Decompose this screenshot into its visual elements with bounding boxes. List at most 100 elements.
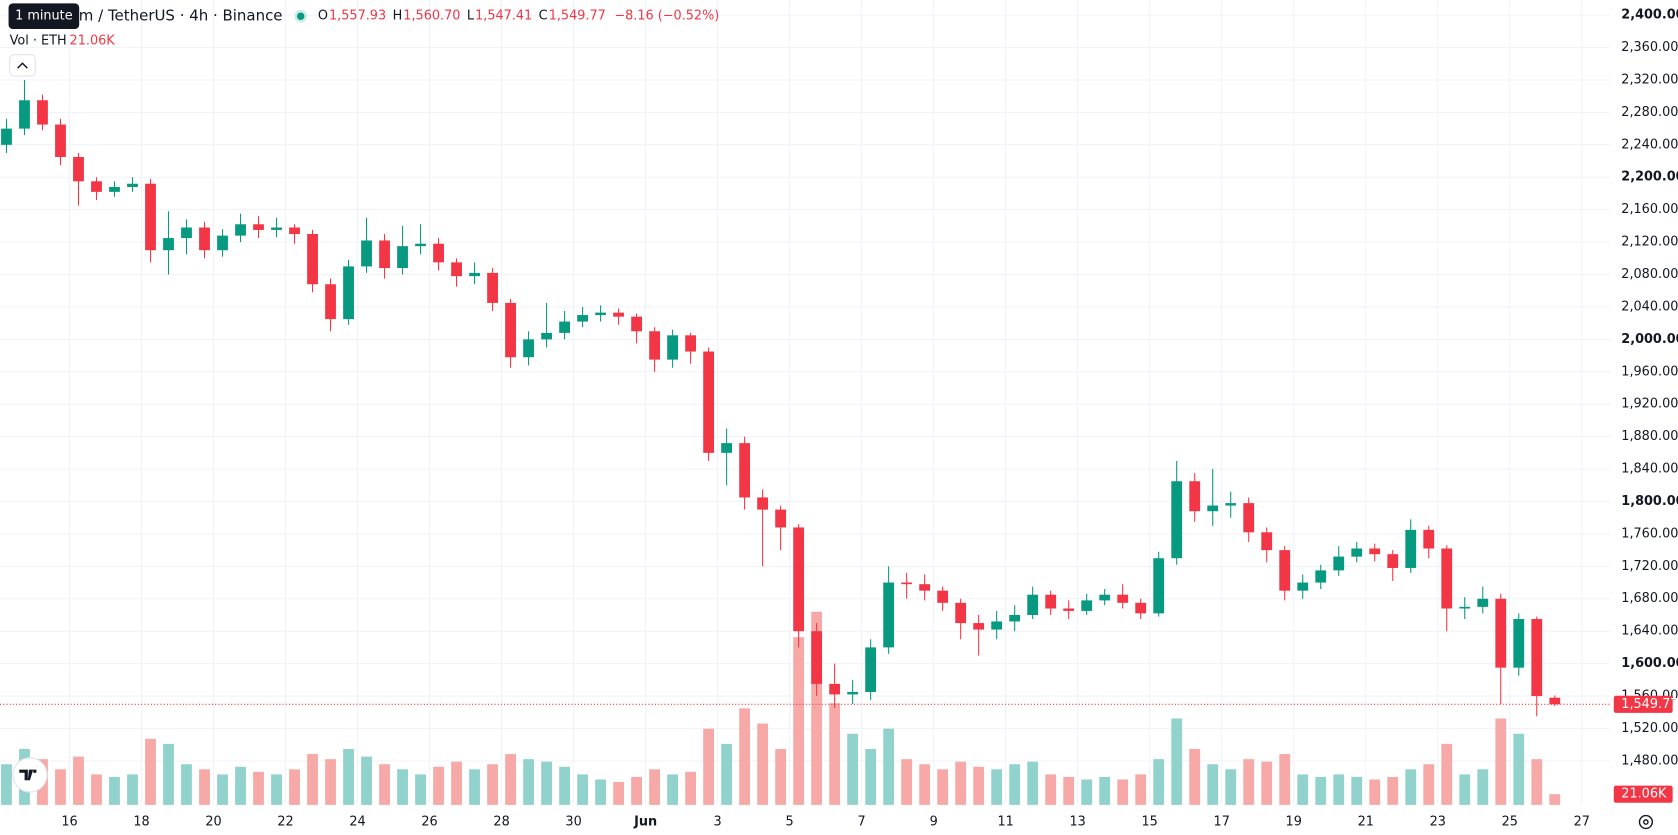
volume-bar	[883, 728, 895, 805]
candle-body	[847, 691, 859, 695]
legend-key: C	[539, 9, 548, 24]
volume-bar	[1207, 764, 1219, 805]
legend-change: −8.16 (−0.52%)	[614, 9, 719, 24]
x-tick-label: 17	[1214, 815, 1230, 830]
x-tick-label: 15	[1142, 815, 1158, 830]
y-tick-label: 1,920.00	[1621, 397, 1678, 412]
legend-key: L	[467, 9, 475, 24]
volume-bar	[253, 771, 264, 805]
volume-bar	[1279, 754, 1291, 805]
volume-bar	[1189, 748, 1201, 805]
volume-bar	[361, 756, 372, 805]
volume-bar	[217, 774, 228, 805]
volume-bar	[73, 756, 84, 805]
volume-bar	[595, 779, 606, 805]
y-tick-label: 2,120.00	[1621, 235, 1678, 250]
x-tick-label: 7	[858, 815, 866, 830]
x-tick-label: 19	[1286, 815, 1302, 830]
volume-bar	[1099, 776, 1111, 805]
candle-body	[145, 183, 156, 251]
candle-body	[901, 582, 913, 585]
volume-bar	[1135, 774, 1147, 805]
volume-value: 21.06K	[70, 33, 116, 48]
y-tick-label: 1,600.00	[1621, 656, 1678, 671]
settings-icon[interactable]	[1638, 814, 1654, 830]
candle-body	[379, 240, 390, 269]
volume-bar	[487, 764, 498, 805]
volume-bar	[667, 774, 679, 805]
y-tick-label: 2,360.00	[1621, 40, 1678, 55]
candle-body	[415, 243, 426, 247]
candle-body	[1495, 598, 1507, 668]
candle-body	[703, 351, 715, 453]
volume-bar	[1315, 776, 1327, 805]
y-tick-label: 2,000.00	[1621, 332, 1678, 347]
candle-body	[307, 233, 318, 285]
tooltip-bg	[8, 3, 80, 30]
volume-bar	[775, 748, 787, 805]
candle-body	[1009, 614, 1021, 622]
volume-bar	[1333, 774, 1345, 805]
volume-bar	[1405, 769, 1417, 805]
candle-body	[667, 335, 679, 360]
candle-body	[127, 183, 138, 187]
candle-body	[1063, 608, 1075, 611]
volume-bar	[1441, 743, 1453, 805]
candle-body	[1405, 529, 1417, 568]
volume-bar	[343, 748, 354, 805]
candle-body	[289, 227, 300, 234]
volume-bar	[721, 743, 733, 805]
x-tick-label: Jun	[633, 815, 657, 830]
volume-bar	[1351, 776, 1363, 805]
candle-body	[595, 312, 606, 316]
y-tick-label: 1,880.00	[1621, 429, 1678, 444]
volume-bar	[235, 766, 246, 805]
collapse-button[interactable]	[9, 54, 36, 77]
candle-body	[361, 240, 372, 267]
y-tick-label: 2,040.00	[1621, 299, 1678, 314]
candle-body	[793, 527, 805, 632]
logo-mark	[19, 769, 37, 781]
volume-bar	[163, 743, 174, 805]
volume-bar	[397, 769, 408, 805]
volume-bar	[613, 782, 624, 805]
x-tick-label: 23	[1430, 815, 1446, 830]
candle-body	[757, 497, 769, 510]
candle-body	[811, 631, 823, 684]
volume-bar	[1387, 776, 1399, 805]
volume-bar	[109, 776, 120, 805]
last-volume-label: 21.06K	[1621, 787, 1667, 802]
candle-body	[829, 683, 841, 695]
x-tick-label: 5	[786, 815, 794, 830]
candle-body	[739, 443, 751, 498]
market-status-dot	[296, 12, 305, 20]
volume-bar	[973, 766, 985, 805]
x-tick-label: 28	[493, 815, 509, 830]
candle-body	[451, 262, 462, 277]
y-tick-label: 1,840.00	[1621, 462, 1678, 477]
volume-bar	[325, 759, 336, 805]
volume-bar	[847, 733, 859, 805]
volume-bar	[1531, 759, 1543, 805]
candle-body	[883, 582, 895, 648]
x-tick-label: 16	[61, 815, 77, 830]
candle-body	[217, 235, 228, 251]
candle-body	[919, 584, 931, 591]
candle-body	[1549, 697, 1561, 705]
candle-body	[559, 321, 570, 333]
legend-key: O	[318, 9, 328, 24]
candle-body	[1243, 503, 1255, 533]
volume-bar	[1045, 774, 1057, 805]
volume-bar	[181, 764, 192, 805]
volume-bar	[1117, 779, 1129, 805]
x-tick-label: 20	[205, 815, 221, 830]
volume-bar	[1153, 759, 1165, 805]
x-tick-label: 3	[714, 815, 722, 830]
candle-body	[1135, 602, 1147, 614]
volume-bar	[379, 764, 390, 805]
volume-bar	[1261, 761, 1273, 805]
candle-body	[271, 227, 282, 230]
candle-body	[1387, 554, 1399, 568]
candle-body	[1045, 594, 1057, 609]
